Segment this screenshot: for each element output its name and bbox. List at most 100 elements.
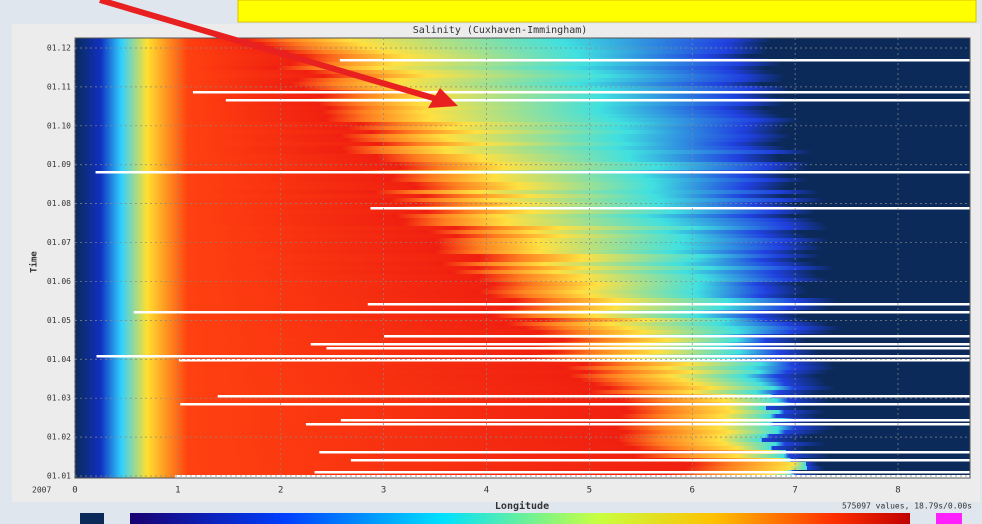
field-row (75, 222, 970, 227)
field-row (75, 162, 970, 167)
field-row (75, 382, 970, 387)
field-row (75, 362, 970, 367)
x-tick-label: 3 (381, 486, 386, 496)
gap-stripe (319, 451, 970, 454)
field-row (75, 414, 970, 419)
field-row (75, 182, 970, 187)
field-row (75, 270, 970, 275)
colorbar-under (80, 513, 104, 524)
field-row (75, 410, 970, 415)
field-row (75, 38, 970, 43)
field-row (75, 234, 970, 239)
y-tick-label: 01.02 (47, 433, 71, 442)
field-row (75, 398, 970, 403)
gap-stripe (305, 423, 970, 426)
field-row (75, 186, 970, 191)
field-row (75, 226, 970, 231)
field-row (75, 294, 970, 299)
gap-stripe (180, 403, 970, 406)
gap-stripe (367, 303, 970, 306)
gap-stripe (340, 419, 970, 422)
x-tick-label: 4 (484, 486, 489, 496)
field-row (75, 266, 970, 271)
y-axis-label: Time (29, 251, 40, 273)
y-tick-label: 01.01 (47, 472, 71, 481)
field-row (75, 210, 970, 215)
arrow-head (428, 88, 458, 108)
field-row (75, 126, 970, 131)
gap-stripe (314, 471, 971, 474)
gap-stripe (96, 355, 971, 358)
field-row (75, 430, 970, 435)
field-row (75, 286, 970, 291)
field-row (75, 254, 970, 259)
x-tick-label: 5 (587, 486, 592, 496)
axes: 0 1 2 3 4 5 6 7 8 01.01 01.02 01.03 01.04 01.05 01.06 0… (47, 37, 971, 496)
field-row (75, 94, 970, 99)
field-row (75, 350, 970, 355)
x-tick-label: 1 (175, 486, 180, 496)
year-label: 2007 (32, 486, 51, 495)
field-row (75, 446, 970, 451)
field-row (75, 166, 970, 171)
field-row (75, 154, 970, 159)
field-row (75, 298, 970, 303)
field-row (75, 290, 970, 295)
field-row (75, 386, 970, 391)
field-row (75, 70, 970, 75)
field-row (75, 370, 970, 375)
x-tick-label: 7 (792, 486, 797, 496)
gap-stripe (133, 311, 970, 314)
field-row (75, 306, 970, 311)
field-row (75, 86, 970, 91)
field-row (75, 390, 970, 395)
field-row (75, 42, 970, 47)
chart-title: Salinity (Cuxhaven-Immingham) (413, 25, 588, 36)
gap-stripe (225, 99, 970, 102)
field-row (75, 218, 970, 223)
x-tick-label: 8 (895, 486, 900, 496)
y-tick-label: 01.07 (47, 238, 71, 247)
field-row (75, 134, 970, 139)
field-row (75, 194, 970, 199)
field-row (75, 198, 970, 203)
gap-stripe (178, 359, 971, 362)
field-row (75, 178, 970, 183)
x-tick-label: 0 (72, 486, 77, 496)
field-row (75, 174, 970, 179)
field-row (75, 326, 970, 331)
field-row (75, 150, 970, 155)
field-row (75, 462, 970, 467)
field-row (75, 242, 970, 247)
y-tick-label: 01.06 (47, 277, 71, 286)
field-row (75, 214, 970, 219)
field-row (75, 454, 970, 459)
field-row (75, 54, 970, 59)
field-row (75, 406, 970, 411)
gap-stripe (350, 459, 970, 462)
field-row (75, 338, 970, 343)
field-row (75, 374, 970, 379)
field-row (75, 250, 970, 255)
field-row (75, 146, 970, 151)
field-row (75, 102, 970, 107)
heatmap-field (75, 38, 971, 479)
y-tick-label: 01.12 (47, 44, 71, 53)
gap-stripe (174, 475, 971, 478)
gap-stripe (326, 347, 970, 350)
field-row (75, 114, 970, 119)
gap-stripe (384, 335, 970, 338)
field-row (75, 378, 970, 383)
field-row (75, 82, 970, 87)
y-tick-label: 01.09 (47, 160, 71, 169)
field-row (75, 322, 970, 327)
gap-stripe (95, 171, 970, 174)
colorbar (130, 513, 910, 524)
field-row (75, 50, 970, 55)
field-row (75, 190, 970, 195)
field-row (75, 202, 970, 207)
field-row (75, 442, 970, 447)
field-row (75, 426, 970, 431)
field-row (75, 366, 970, 371)
